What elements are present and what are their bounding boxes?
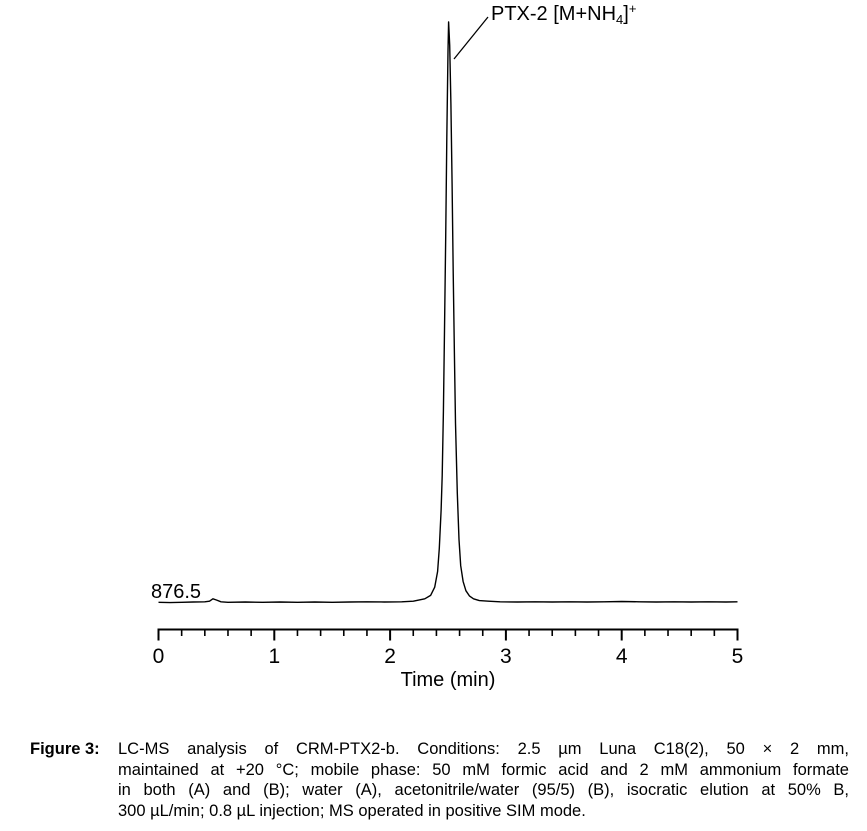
- peak-annotation-label: PTX-2 [M+NH4]+: [491, 1, 637, 27]
- figure-caption: Figure 3: LC-MS analysis of CRM-PTX2-b. …: [30, 739, 849, 821]
- x-axis-title: Time (min): [400, 669, 496, 691]
- figure-caption-text: LC-MS analysis of CRM-PTX2-b. Conditions…: [118, 739, 849, 821]
- x-axis-tick-label: 4: [616, 645, 628, 668]
- peak-annotation-subscript: 4: [616, 12, 624, 27]
- caption-line-1: LC-MS analysis of CRM-PTX2-b. Conditions…: [118, 740, 849, 758]
- caption-line-3: in both (A) and (B); water (A), acetonit…: [118, 781, 849, 800]
- x-axis-tick-label: 2: [384, 645, 396, 668]
- figure-caption-label: Figure 3:: [30, 740, 100, 758]
- mz-trace-label: 876.5: [151, 581, 202, 603]
- annotation-leader-line: [453, 16, 489, 60]
- x-axis-tick-label: 1: [268, 645, 280, 668]
- peak-annotation-bracket: ]: [623, 3, 629, 25]
- peak-annotation-superscript: +: [628, 1, 637, 16]
- x-axis: 0 1 2 3 4 5: [153, 628, 744, 668]
- x-axis-tick-label: 3: [500, 645, 512, 668]
- chromatogram-plot: 0 1 2 3 4 5: [153, 16, 744, 668]
- x-axis-tick-label: 0: [153, 645, 165, 668]
- peak-annotation-text: PTX-2 [M+NH: [491, 3, 617, 25]
- caption-line-2: maintained at +20 °C; mobile phase: 50 m…: [118, 760, 849, 779]
- chromatogram-trace: [158, 21, 738, 604]
- x-axis-tick-label: 5: [732, 645, 744, 668]
- caption-line-4: 300 µL/min; 0.8 µL injection; MS operate…: [118, 801, 586, 820]
